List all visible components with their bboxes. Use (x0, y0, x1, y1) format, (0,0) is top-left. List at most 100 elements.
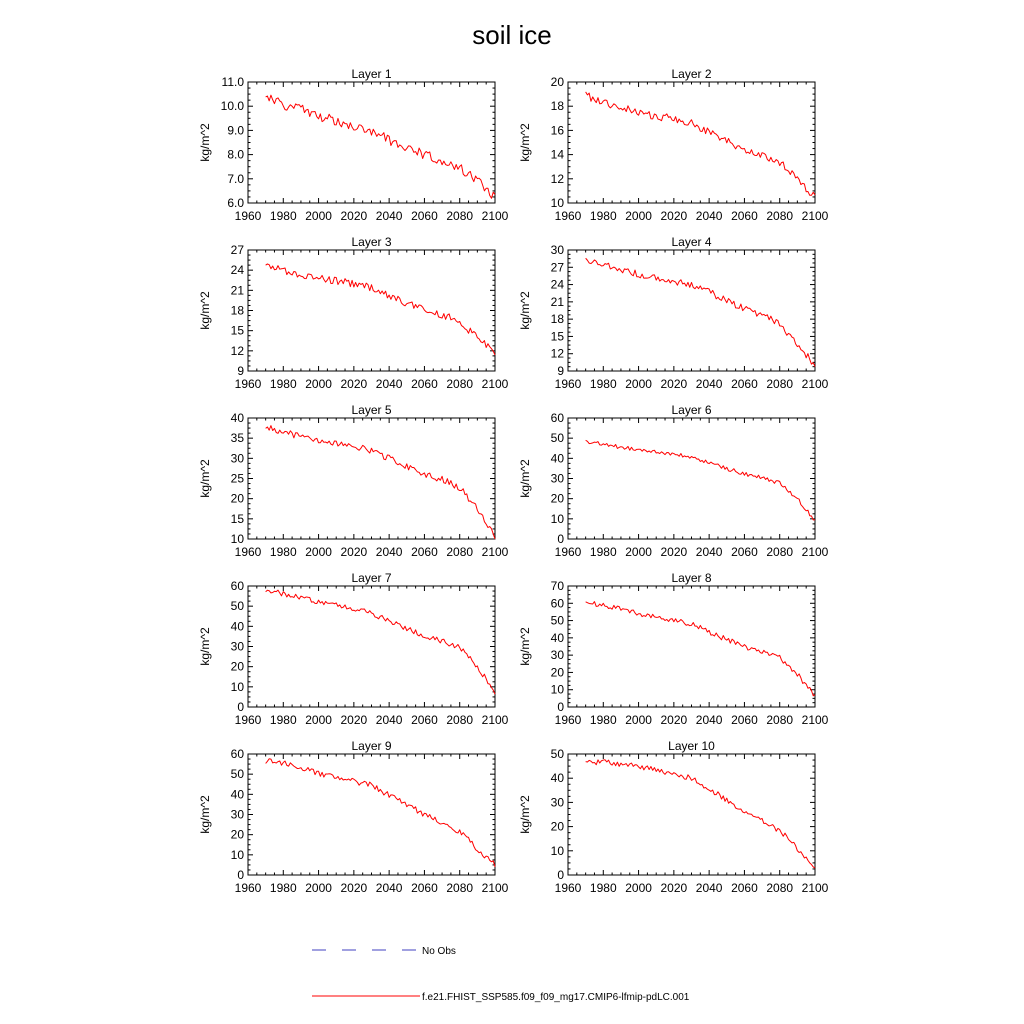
model-series-line (265, 94, 496, 199)
x-tick-label: 1960 (235, 545, 262, 559)
y-tick-label: 10 (551, 196, 565, 210)
x-tick-label: 2000 (625, 209, 652, 223)
chart-panel: Layer 2 1960 1980 2000 2020 2040 2060 2080 2100 1… (518, 67, 829, 223)
y-tick-label: 10.0 (221, 99, 245, 113)
x-tick-label: 2040 (696, 881, 723, 895)
y-tick-label: 40 (551, 631, 565, 645)
y-tick-label: 60 (231, 579, 245, 593)
panel-title: Layer 4 (671, 235, 711, 249)
x-tick-label: 2000 (625, 377, 652, 391)
y-tick-label: 0 (557, 868, 564, 882)
y-axis-label: kg/m^2 (198, 123, 212, 162)
x-tick-label: 2040 (376, 377, 403, 391)
model-series-line (265, 425, 496, 540)
x-tick-label: 2000 (305, 209, 332, 223)
x-tick-label: 1960 (235, 713, 262, 727)
chart-panel: Layer 4 1960 1980 2000 2020 2040 2060 2080 2100 9… (518, 235, 829, 391)
y-tick-label: 21 (231, 283, 245, 297)
x-tick-label: 1980 (590, 713, 617, 727)
y-tick-label: 20 (551, 75, 565, 89)
x-tick-label: 1960 (555, 209, 582, 223)
y-tick-label: 20 (231, 828, 245, 842)
y-tick-label: 30 (551, 795, 565, 809)
x-tick-label: 2020 (341, 545, 368, 559)
x-tick-label: 2060 (731, 377, 758, 391)
panel-title: Layer 7 (351, 571, 391, 585)
model-series-line (585, 601, 816, 697)
x-tick-label: 2060 (411, 881, 438, 895)
y-axis-label: kg/m^2 (518, 291, 532, 330)
x-tick-label: 2020 (341, 209, 368, 223)
x-tick-label: 2060 (411, 209, 438, 223)
x-tick-label: 2060 (731, 209, 758, 223)
x-tick-label: 2100 (482, 377, 509, 391)
plot-frame (247, 81, 496, 204)
x-tick-label: 1980 (270, 209, 297, 223)
x-tick-label: 1960 (555, 545, 582, 559)
x-tick-label: 2000 (625, 713, 652, 727)
x-tick-label: 1980 (590, 377, 617, 391)
y-tick-label: 6.0 (227, 196, 244, 210)
x-tick-label: 2020 (661, 209, 688, 223)
x-tick-label: 2100 (482, 881, 509, 895)
model-series-line (265, 589, 496, 695)
x-tick-label: 2080 (766, 545, 793, 559)
x-tick-label: 2000 (305, 713, 332, 727)
y-tick-label: 40 (551, 451, 565, 465)
panel-title: Layer 3 (351, 235, 391, 249)
y-tick-label: 10 (231, 680, 245, 694)
y-tick-label: 9 (237, 364, 244, 378)
x-tick-label: 1960 (235, 881, 262, 895)
y-tick-label: 40 (231, 787, 245, 801)
x-tick-label: 1980 (590, 881, 617, 895)
panel-title: Layer 8 (671, 571, 711, 585)
x-tick-label: 2040 (376, 209, 403, 223)
plot-frame (247, 417, 496, 540)
x-tick-label: 2000 (305, 377, 332, 391)
x-tick-label: 2100 (802, 545, 829, 559)
y-tick-label: 30 (231, 808, 245, 822)
y-axis-label: kg/m^2 (518, 459, 532, 498)
plot-frame (567, 585, 816, 708)
y-tick-label: 40 (231, 619, 245, 633)
y-tick-label: 0 (557, 700, 564, 714)
x-tick-label: 2100 (802, 209, 829, 223)
x-tick-label: 2080 (766, 713, 793, 727)
figure-title: soil ice (472, 20, 551, 50)
y-tick-label: 70 (551, 579, 565, 593)
x-tick-label: 2100 (482, 209, 509, 223)
panel-title: Layer 10 (668, 739, 715, 753)
y-tick-label: 18 (551, 99, 565, 113)
plot-frame (567, 417, 816, 540)
x-tick-label: 2060 (411, 713, 438, 727)
y-tick-label: 15 (231, 324, 245, 338)
y-tick-label: 24 (551, 278, 565, 292)
y-tick-label: 10 (551, 683, 565, 697)
x-tick-label: 2000 (305, 881, 332, 895)
y-tick-label: 21 (551, 295, 565, 309)
y-tick-label: 10 (551, 512, 565, 526)
model-series-line (585, 257, 816, 367)
x-tick-label: 2020 (661, 881, 688, 895)
y-tick-label: 11.0 (222, 75, 245, 89)
model-series-line (585, 91, 816, 196)
x-tick-label: 1980 (590, 545, 617, 559)
y-tick-label: 50 (231, 599, 245, 613)
model-series-line (585, 759, 816, 869)
y-tick-label: 0 (237, 700, 244, 714)
x-tick-label: 2040 (376, 545, 403, 559)
x-tick-label: 2080 (446, 713, 473, 727)
y-tick-label: 50 (551, 747, 565, 761)
y-tick-label: 30 (551, 648, 565, 662)
x-tick-label: 1980 (270, 545, 297, 559)
x-tick-label: 1980 (270, 377, 297, 391)
y-axis-label: kg/m^2 (518, 795, 532, 834)
plot-frame (247, 753, 496, 876)
x-tick-label: 2060 (731, 881, 758, 895)
y-tick-label: 20 (231, 492, 245, 506)
x-tick-label: 2020 (341, 881, 368, 895)
x-tick-label: 1980 (270, 881, 297, 895)
